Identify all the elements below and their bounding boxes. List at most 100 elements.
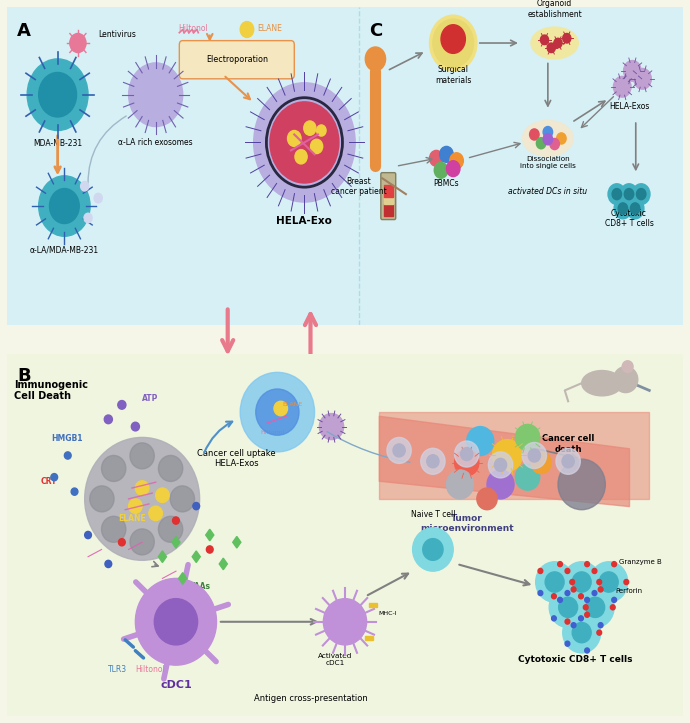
Circle shape bbox=[319, 414, 344, 440]
Text: Breast
cancer patient: Breast cancer patient bbox=[331, 176, 386, 196]
Polygon shape bbox=[219, 558, 227, 570]
Circle shape bbox=[429, 150, 443, 166]
Circle shape bbox=[446, 161, 460, 176]
Text: Naive T cell: Naive T cell bbox=[411, 510, 455, 519]
FancyBboxPatch shape bbox=[4, 4, 686, 328]
Circle shape bbox=[597, 630, 602, 636]
Circle shape bbox=[597, 580, 602, 584]
Circle shape bbox=[530, 129, 539, 140]
Circle shape bbox=[558, 459, 605, 510]
Ellipse shape bbox=[522, 121, 573, 156]
Circle shape bbox=[487, 470, 514, 499]
Circle shape bbox=[440, 146, 453, 162]
Circle shape bbox=[90, 486, 114, 512]
Text: Lentivirus: Lentivirus bbox=[98, 30, 136, 40]
Circle shape bbox=[592, 568, 597, 573]
Circle shape bbox=[613, 77, 631, 97]
Circle shape bbox=[550, 139, 560, 150]
Circle shape bbox=[572, 572, 591, 592]
Circle shape bbox=[84, 213, 92, 223]
Circle shape bbox=[434, 162, 448, 178]
Circle shape bbox=[39, 176, 90, 236]
Circle shape bbox=[620, 184, 638, 205]
Circle shape bbox=[71, 488, 78, 495]
Circle shape bbox=[565, 568, 570, 573]
Circle shape bbox=[531, 452, 551, 474]
Circle shape bbox=[159, 455, 183, 482]
Circle shape bbox=[135, 481, 149, 495]
Text: HELA-Exos: HELA-Exos bbox=[609, 102, 649, 111]
Ellipse shape bbox=[531, 27, 578, 59]
Circle shape bbox=[274, 401, 288, 416]
Circle shape bbox=[170, 486, 195, 512]
Circle shape bbox=[563, 562, 600, 602]
Polygon shape bbox=[172, 536, 180, 548]
FancyBboxPatch shape bbox=[179, 40, 294, 79]
Circle shape bbox=[529, 449, 540, 462]
Text: Perforin: Perforin bbox=[615, 588, 642, 594]
Polygon shape bbox=[233, 536, 241, 548]
Circle shape bbox=[131, 422, 139, 431]
Circle shape bbox=[598, 623, 603, 628]
Bar bbox=[384, 197, 393, 205]
Circle shape bbox=[51, 474, 58, 481]
Circle shape bbox=[622, 361, 633, 372]
Circle shape bbox=[446, 470, 473, 499]
Circle shape bbox=[540, 35, 549, 45]
Circle shape bbox=[450, 153, 464, 168]
Text: Cytotoxic
CD8+ T cells: Cytotoxic CD8+ T cells bbox=[604, 208, 653, 228]
Circle shape bbox=[135, 578, 217, 665]
Circle shape bbox=[493, 440, 522, 471]
Circle shape bbox=[421, 448, 445, 474]
Text: ATP: ATP bbox=[142, 394, 159, 403]
Circle shape bbox=[295, 150, 307, 164]
Circle shape bbox=[538, 591, 543, 596]
Circle shape bbox=[489, 452, 513, 478]
Text: CRT: CRT bbox=[41, 477, 57, 487]
Circle shape bbox=[558, 562, 562, 567]
Bar bbox=[365, 636, 373, 640]
Circle shape bbox=[584, 597, 589, 602]
Circle shape bbox=[570, 580, 575, 584]
Circle shape bbox=[240, 372, 315, 452]
Circle shape bbox=[193, 502, 199, 510]
Circle shape bbox=[565, 591, 570, 596]
Circle shape bbox=[455, 441, 479, 467]
Text: MDA-MB-231: MDA-MB-231 bbox=[33, 140, 82, 148]
Circle shape bbox=[39, 72, 77, 117]
Circle shape bbox=[549, 587, 587, 628]
Text: ELANE: ELANE bbox=[119, 513, 146, 523]
Circle shape bbox=[618, 203, 628, 214]
Circle shape bbox=[206, 546, 213, 553]
Circle shape bbox=[565, 619, 570, 624]
Circle shape bbox=[466, 427, 494, 455]
Circle shape bbox=[579, 594, 583, 599]
Text: Dissociation
into single cells: Dissociation into single cells bbox=[520, 156, 575, 169]
Circle shape bbox=[614, 198, 632, 219]
Text: ELANE: ELANE bbox=[257, 24, 282, 33]
Circle shape bbox=[172, 517, 179, 524]
Text: Activated
cDC1: Activated cDC1 bbox=[317, 653, 352, 666]
Polygon shape bbox=[206, 529, 214, 541]
Text: ELANE: ELANE bbox=[283, 402, 303, 407]
Text: B: B bbox=[17, 367, 30, 385]
Circle shape bbox=[576, 587, 614, 628]
Text: PBMCs: PBMCs bbox=[433, 179, 460, 188]
Circle shape bbox=[554, 38, 562, 48]
Circle shape bbox=[624, 189, 633, 200]
Circle shape bbox=[572, 623, 591, 643]
Circle shape bbox=[558, 597, 562, 602]
Circle shape bbox=[515, 464, 540, 490]
Circle shape bbox=[130, 529, 155, 555]
Circle shape bbox=[608, 184, 626, 205]
Circle shape bbox=[584, 648, 589, 653]
Circle shape bbox=[101, 455, 126, 482]
Circle shape bbox=[240, 22, 254, 38]
Circle shape bbox=[632, 184, 650, 205]
Circle shape bbox=[598, 587, 603, 592]
Polygon shape bbox=[159, 551, 166, 562]
Text: HMGB1: HMGB1 bbox=[51, 434, 82, 443]
Circle shape bbox=[256, 389, 299, 435]
Circle shape bbox=[455, 450, 479, 476]
Circle shape bbox=[584, 612, 589, 617]
